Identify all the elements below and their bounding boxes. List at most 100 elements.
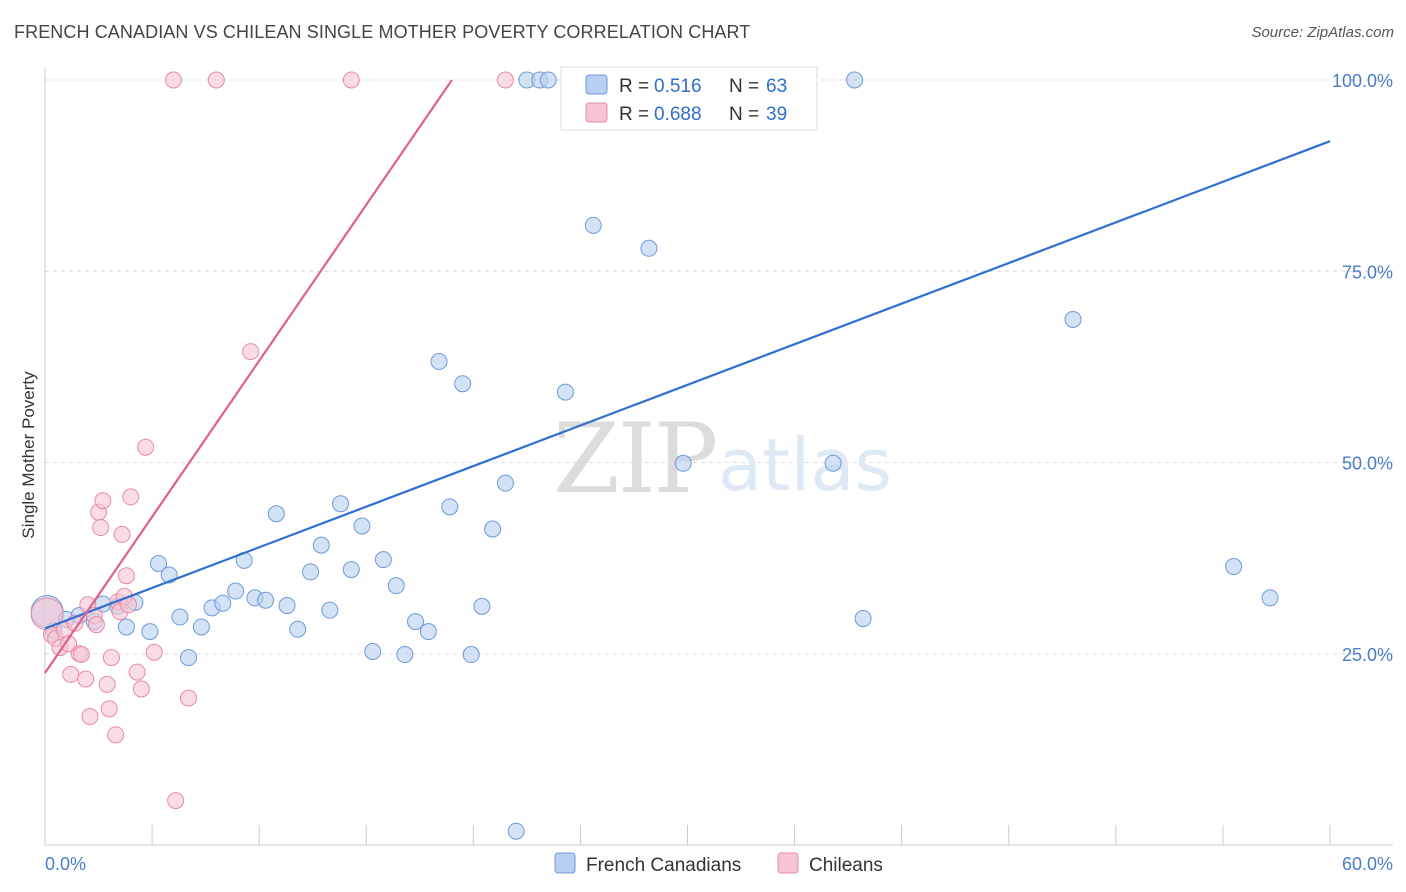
bottom-legend-label-chileans: Chileans bbox=[809, 855, 883, 876]
point-french-canadian-31 bbox=[364, 642, 382, 660]
y-tick-label-50: 50.0% bbox=[1342, 454, 1393, 474]
chart-source: Source: ZipAtlas.com bbox=[1251, 24, 1394, 41]
point-french-canadian-59 bbox=[846, 71, 864, 89]
watermark-zip: ZIP bbox=[553, 403, 716, 515]
point-french-canadian-63 bbox=[1261, 589, 1279, 607]
point-french-canadian-13 bbox=[171, 608, 189, 626]
x-tick-label-60: 60.0% bbox=[1342, 854, 1393, 874]
stats-legend: R = 0.516 N = 63 R = 0.688 N = 39 bbox=[560, 66, 818, 131]
point-french-canadian-18 bbox=[227, 582, 245, 600]
point-chilean-33 bbox=[145, 643, 163, 661]
point-french-canadian-39 bbox=[454, 375, 472, 393]
point-french-canadian-44 bbox=[507, 822, 525, 840]
point-french-canadian-21 bbox=[257, 591, 275, 609]
point-french-canadian-43 bbox=[496, 474, 514, 492]
y-tick-label-100: 100.0% bbox=[1332, 71, 1393, 91]
bottom-legend-swatch-french-canadians bbox=[554, 852, 576, 874]
point-french-canadian-14 bbox=[179, 649, 197, 667]
axes: 25.0% 50.0% 75.0% 100.0% 0.0% 60.0% bbox=[44, 68, 1393, 874]
watermark: ZIP atlas bbox=[553, 403, 892, 515]
point-chilean-29 bbox=[122, 488, 140, 506]
point-chilean-15 bbox=[87, 616, 105, 634]
point-french-canadian-41 bbox=[473, 597, 491, 615]
point-french-canadian-37 bbox=[430, 353, 448, 371]
point-french-canadian-8 bbox=[117, 618, 135, 636]
bottom-legend-swatch-chileans bbox=[777, 852, 799, 874]
legend-r-value-2: 0.688 bbox=[654, 104, 702, 125]
point-chilean-27 bbox=[117, 567, 135, 585]
x-tick-label-0: 0.0% bbox=[45, 854, 86, 874]
point-french-canadian-27 bbox=[321, 601, 339, 619]
watermark-atlas: atlas bbox=[718, 423, 892, 507]
point-chilean-13 bbox=[81, 707, 99, 725]
point-french-canadian-47 bbox=[539, 71, 557, 89]
legend-swatch-french-canadians bbox=[585, 74, 608, 95]
point-french-canadian-24 bbox=[289, 620, 307, 638]
y-axis-label: Single Mother Poverty bbox=[19, 371, 38, 539]
point-french-canadian-50 bbox=[584, 216, 602, 234]
point-french-canadian-11 bbox=[150, 554, 168, 572]
legend-n-value-1: 63 bbox=[766, 76, 787, 97]
point-chilean-38 bbox=[242, 343, 260, 361]
trendline-chileans bbox=[44, 79, 453, 674]
point-french-canadian-34 bbox=[396, 646, 414, 664]
point-french-canadian-40 bbox=[462, 646, 480, 664]
point-chilean-25 bbox=[113, 525, 131, 543]
point-chilean-34 bbox=[165, 71, 182, 89]
point-french-canadian-29 bbox=[342, 561, 360, 579]
legend-n-value-2: 39 bbox=[766, 104, 787, 125]
legend-n-label-1: N = bbox=[729, 76, 759, 97]
point-french-canadian-15 bbox=[192, 618, 210, 636]
point-french-canadian-22 bbox=[267, 505, 285, 523]
point-french-canadian-23 bbox=[278, 597, 296, 615]
point-french-canadian-25 bbox=[302, 563, 320, 581]
y-tick-label-25: 25.0% bbox=[1342, 645, 1393, 665]
point-chilean-31 bbox=[132, 680, 150, 698]
point-chilean-36 bbox=[179, 689, 197, 707]
point-chilean-6 bbox=[60, 635, 78, 653]
trendlines bbox=[44, 79, 1331, 674]
point-french-canadian-10 bbox=[141, 623, 159, 641]
point-french-canadian-60 bbox=[854, 610, 872, 628]
point-french-canadian-42 bbox=[484, 520, 502, 538]
point-chilean-22 bbox=[107, 726, 125, 744]
point-french-canadian-28 bbox=[332, 495, 350, 513]
point-chilean-20 bbox=[100, 700, 118, 718]
point-chilean-30 bbox=[128, 663, 146, 681]
point-chilean-32 bbox=[137, 438, 155, 456]
point-chilean-40 bbox=[496, 71, 514, 89]
y-tick-label-75: 75.0% bbox=[1342, 262, 1393, 282]
legend-swatch-chileans bbox=[585, 102, 608, 123]
chart-title: FRENCH CANADIAN VS CHILEAN SINGLE MOTHER… bbox=[14, 22, 751, 42]
legend-r-label-2: R = bbox=[619, 104, 649, 125]
point-french-canadian-53 bbox=[640, 239, 658, 257]
series-legend: French Canadians Chileans bbox=[554, 852, 883, 876]
point-chilean-19 bbox=[98, 675, 116, 693]
point-french-canadian-26 bbox=[312, 536, 330, 554]
point-french-canadian-30 bbox=[353, 517, 371, 535]
point-french-canadian-62 bbox=[1225, 558, 1243, 576]
point-french-canadian-35 bbox=[407, 613, 425, 631]
legend-n-label-2: N = bbox=[729, 104, 759, 125]
point-french-canadian-38 bbox=[441, 498, 459, 516]
point-chilean-17 bbox=[92, 519, 110, 537]
point-chilean-10 bbox=[72, 646, 90, 664]
trendline-french-canadians bbox=[44, 140, 1331, 630]
point-french-canadian-58 bbox=[824, 454, 842, 472]
point-chilean-37 bbox=[207, 71, 225, 89]
point-french-canadian-32 bbox=[374, 551, 392, 569]
point-chilean-35 bbox=[167, 792, 185, 810]
point-chilean-39 bbox=[342, 71, 360, 89]
point-french-canadian-48 bbox=[556, 383, 574, 401]
point-chilean-11 bbox=[77, 670, 95, 688]
legend-r-value-1: 0.516 bbox=[654, 76, 702, 97]
point-chilean-18 bbox=[94, 492, 112, 510]
point-french-canadian-33 bbox=[387, 577, 405, 595]
point-french-canadian-36 bbox=[419, 623, 437, 641]
point-french-canadian-61 bbox=[1064, 310, 1082, 328]
point-chilean-21 bbox=[102, 649, 120, 667]
point-french-canadian-54 bbox=[674, 454, 692, 472]
point-french-canadian-17 bbox=[214, 594, 232, 612]
point-chilean-7 bbox=[62, 665, 80, 683]
